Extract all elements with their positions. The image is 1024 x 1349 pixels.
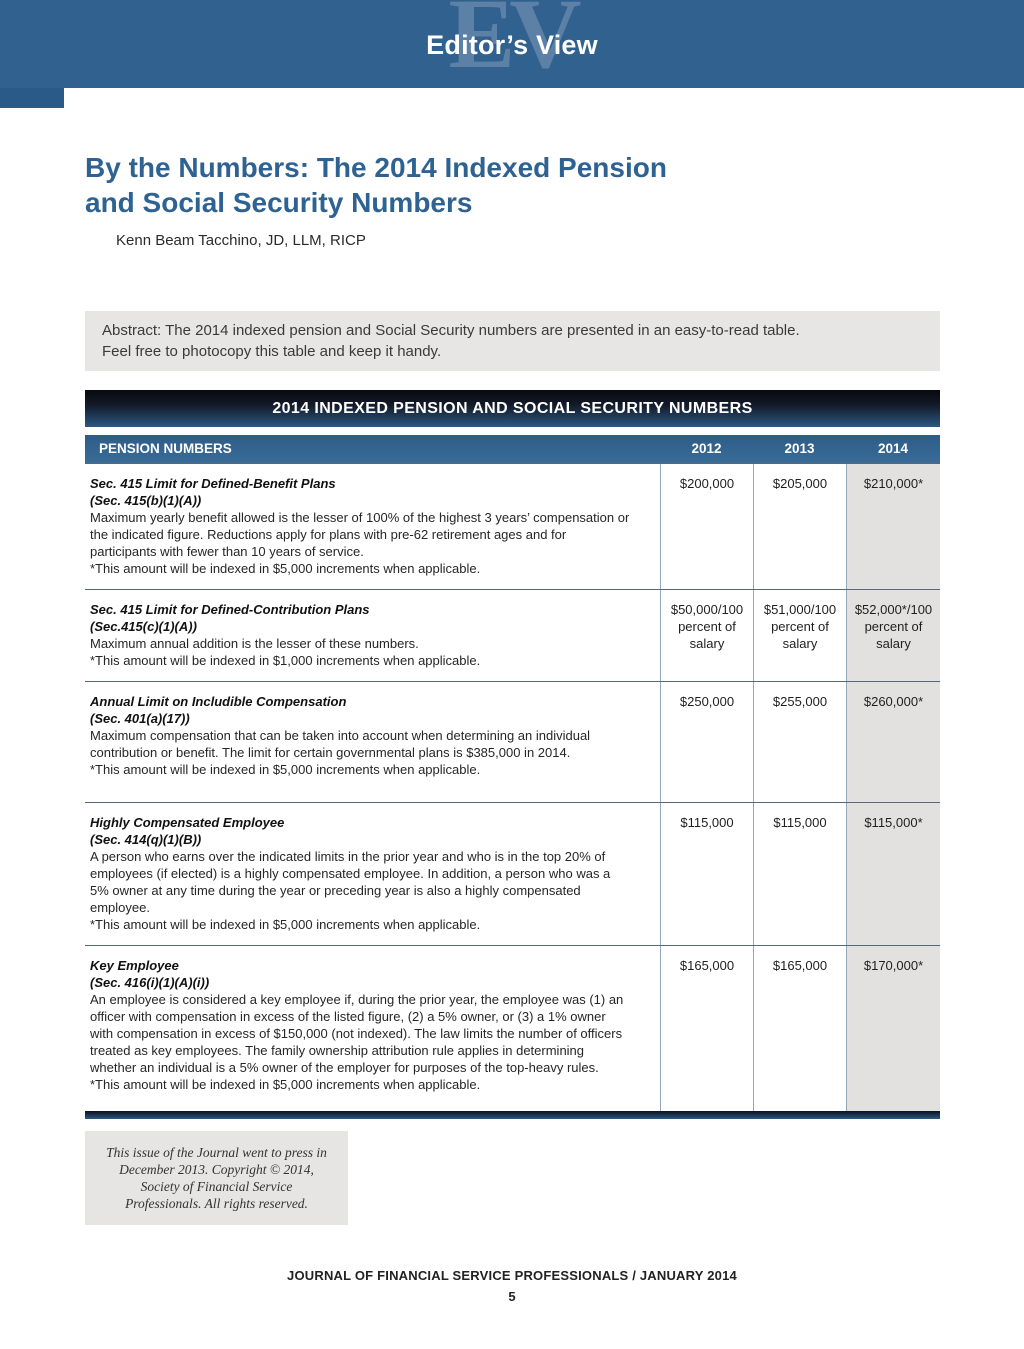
row-footnote: *This amount will be indexed in $5,000 i…	[90, 762, 481, 777]
page-number: 5	[508, 1289, 516, 1304]
journal-footer-line: JOURNAL OF FINANCIAL SERVICE PROFESSIONA…	[287, 1268, 737, 1283]
value-2014: $170,000*	[846, 946, 940, 1111]
value-2014: $52,000*/100 percent of salary	[846, 590, 940, 681]
row-title: Annual Limit on Includible Compensation	[90, 694, 347, 709]
row-description-cell: Sec. 415 Limit for Defined-Benefit Plans…	[85, 464, 660, 589]
row-section-ref: (Sec.415(c)(1)(A))	[90, 619, 197, 634]
pension-numbers-table: 2014 INDEXED PENSION AND SOCIAL SECURITY…	[85, 390, 940, 1119]
article-author: Kenn Beam Tacchino, JD, LLM, RICP	[116, 232, 366, 249]
abstract-line2: Feel free to photocopy this table and ke…	[102, 343, 442, 360]
row-description: Maximum annual addition is the lesser of…	[90, 636, 419, 651]
value-2012: $250,000	[660, 682, 753, 802]
table-bottom-rule	[85, 1111, 940, 1119]
value-2013: $115,000	[753, 803, 846, 945]
row-description-cell: Highly Compensated Employee (Sec. 414(q)…	[85, 803, 660, 945]
value-2014: $210,000*	[846, 464, 940, 589]
editors-view-banner: EV Editor’s View	[0, 0, 1024, 88]
row-description-cell: Key Employee (Sec. 416(i)(1)(A)(i)) An e…	[85, 946, 660, 1111]
row-section-ref: (Sec. 415(b)(1)(A))	[90, 493, 202, 508]
table-row: Sec. 415 Limit for Defined-Contribution …	[85, 589, 940, 681]
row-description-cell: Annual Limit on Includible Compensation …	[85, 682, 660, 802]
table-row: Annual Limit on Includible Compensation …	[85, 681, 940, 802]
article-title: By the Numbers: The 2014 Indexed Pension…	[85, 150, 805, 220]
column-pension-numbers: PENSION NUMBERS	[99, 441, 232, 456]
row-footnote: *This amount will be indexed in $1,000 i…	[90, 653, 481, 668]
row-title: Highly Compensated Employee	[90, 815, 285, 830]
column-2012: 2012	[691, 441, 722, 456]
value-2012: $200,000	[660, 464, 753, 589]
ev-monogram: EV	[448, 0, 582, 88]
row-section-ref: (Sec. 401(a)(17))	[90, 711, 190, 726]
table-row: Key Employee (Sec. 416(i)(1)(A)(i)) An e…	[85, 945, 940, 1111]
row-title: Sec. 415 Limit for Defined-Contribution …	[90, 602, 370, 617]
table-row: Sec. 415 Limit for Defined-Benefit Plans…	[85, 463, 940, 589]
table-title: 2014 INDEXED PENSION AND SOCIAL SECURITY…	[85, 390, 940, 427]
row-description: A person who earns over the indicated li…	[90, 849, 611, 915]
row-description: An employee is considered a key employee…	[90, 992, 624, 1075]
article-title-line2: and Social Security Numbers	[85, 187, 473, 218]
value-2012: $115,000	[660, 803, 753, 945]
table-column-header: PENSION NUMBERS 2012 2013 2014	[85, 435, 940, 463]
row-footnote: *This amount will be indexed in $5,000 i…	[90, 561, 481, 576]
row-title: Key Employee	[90, 958, 179, 973]
row-description: Maximum compensation that can be taken i…	[90, 728, 591, 760]
value-2012: $50,000/100 percent of salary	[660, 590, 753, 681]
row-footnote: *This amount will be indexed in $5,000 i…	[90, 917, 481, 932]
column-2014: 2014	[877, 441, 909, 456]
value-2012: $165,000	[660, 946, 753, 1111]
value-2013: $255,000	[753, 682, 846, 802]
abstract-line1: Abstract: The 2014 indexed pension and S…	[102, 322, 800, 339]
row-footnote: *This amount will be indexed in $5,000 i…	[90, 1077, 481, 1092]
article-title-line1: By the Numbers: The 2014 Indexed Pension	[85, 152, 667, 183]
value-2014: $115,000*	[846, 803, 940, 945]
value-2013: $165,000	[753, 946, 846, 1111]
row-section-ref: (Sec. 414(q)(1)(B))	[90, 832, 202, 847]
colophon-box: This issue of the Journal went to press …	[85, 1131, 348, 1225]
banner-corner-tab	[0, 88, 64, 108]
value-2013: $51,000/100 percent of salary	[753, 590, 846, 681]
row-title: Sec. 415 Limit for Defined-Benefit Plans	[90, 476, 336, 491]
row-section-ref: (Sec. 416(i)(1)(A)(i))	[90, 975, 210, 990]
value-2013: $205,000	[753, 464, 846, 589]
row-description-cell: Sec. 415 Limit for Defined-Contribution …	[85, 590, 660, 681]
column-2013: 2013	[784, 441, 815, 456]
row-description: Maximum yearly benefit allowed is the le…	[90, 510, 630, 559]
abstract-box: Abstract: The 2014 indexed pension and S…	[85, 311, 940, 371]
table-row: Highly Compensated Employee (Sec. 414(q)…	[85, 802, 940, 945]
value-2014: $260,000*	[846, 682, 940, 802]
banner-title: Editor’s View	[426, 30, 598, 60]
